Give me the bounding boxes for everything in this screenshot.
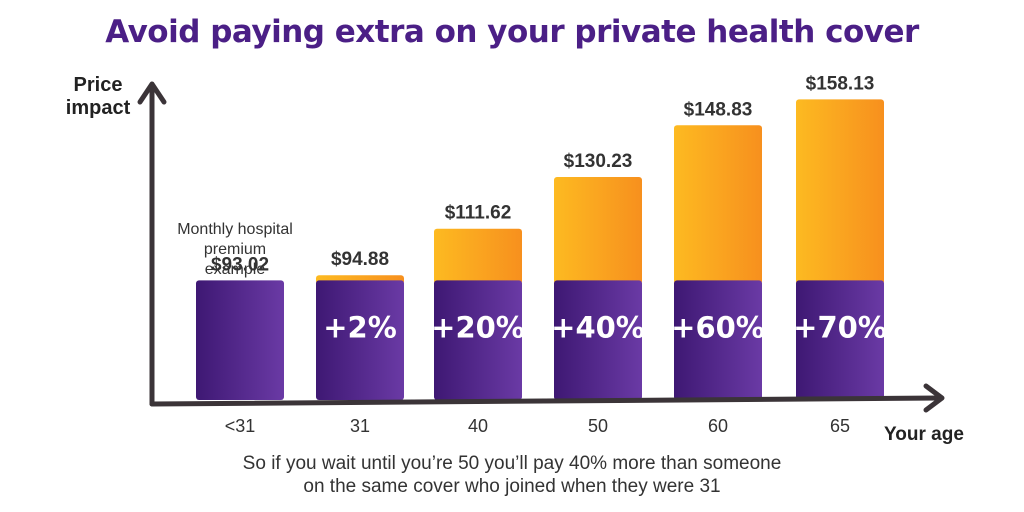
increase-label-2: +20%: [431, 310, 525, 344]
bar-extra-2: [434, 228, 522, 285]
bar-base-0: [196, 280, 284, 400]
x-tick-label-5: 65: [830, 416, 850, 436]
bar-base-1: [316, 280, 404, 400]
x-tick-label-4: 60: [708, 416, 728, 436]
x-tick-label-2: 40: [468, 416, 488, 436]
increase-label-4: +60%: [671, 310, 765, 344]
bar-base-5: [796, 280, 884, 400]
axes: [137, 81, 945, 413]
labels-group: $93.02 <31 $94.88 +2% 31 $111.62 +20% 40 $130.23…: [211, 73, 887, 436]
x-axis-arrowhead: [923, 383, 945, 413]
y-axis-arrowhead: [137, 81, 167, 105]
x-tick-label-1: 31: [350, 416, 370, 436]
bar-base-3: [554, 280, 642, 400]
value-label-3: $130.23: [564, 151, 633, 172]
bar-extra-4: [674, 125, 762, 285]
bar-base-4: [674, 280, 762, 400]
increase-label-1: +2%: [323, 310, 397, 344]
value-label-0: $93.02: [211, 254, 269, 275]
value-label-4: $148.83: [684, 99, 753, 120]
value-label-5: $158.13: [806, 73, 875, 94]
increase-label-3: +40%: [551, 310, 645, 344]
x-axis-line: [149, 395, 943, 407]
bars-group: [196, 99, 884, 400]
x-tick-label-3: 50: [588, 416, 608, 436]
bar-extra-3: [554, 176, 642, 285]
bar-extra-5: [796, 99, 884, 285]
chart-title: Avoid paying extra on your private healt…: [105, 14, 919, 50]
value-label-2: $111.62: [445, 203, 512, 224]
x-axis-label: Your age: [884, 424, 964, 445]
increase-label-5: +70%: [793, 310, 887, 344]
x-tick-label-0: <31: [225, 416, 256, 436]
annotation-monthly-premium: Monthly hospital premium example: [177, 221, 293, 278]
footnote: So if you wait until you’re 50 you’ll pa…: [242, 453, 782, 497]
value-label-1: $94.88: [331, 249, 389, 270]
bar-base-2: [434, 280, 522, 400]
y-axis-label: Price impact: [65, 74, 131, 119]
